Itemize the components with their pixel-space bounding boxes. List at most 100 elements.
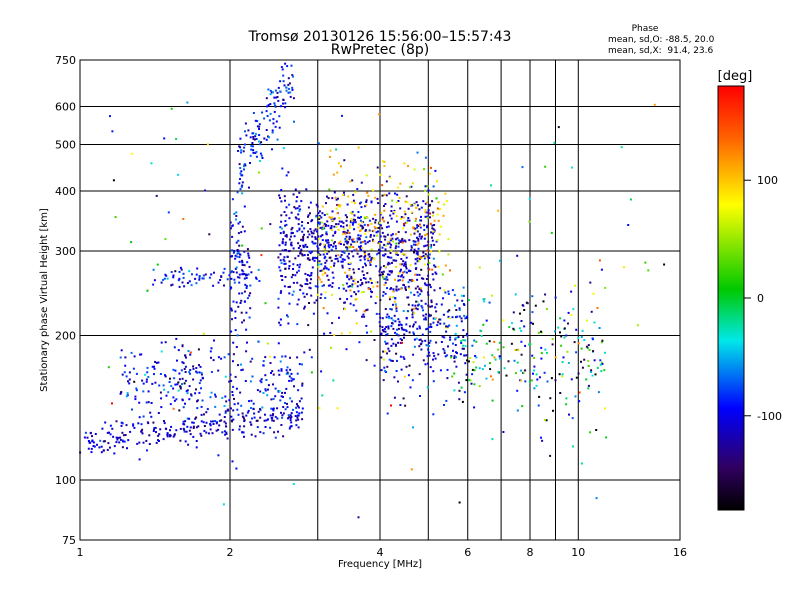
data-point — [541, 439, 544, 442]
data-point — [392, 240, 394, 243]
data-point — [520, 340, 523, 343]
data-point — [281, 249, 284, 252]
data-point — [526, 302, 529, 305]
y-tick-label: 100 — [55, 474, 76, 487]
data-point — [385, 277, 387, 280]
colorbar-tick-label: 0 — [757, 292, 764, 305]
data-point — [368, 255, 371, 258]
data-point — [269, 223, 272, 226]
data-point — [408, 287, 411, 290]
data-point — [227, 353, 230, 356]
data-point — [520, 379, 523, 382]
data-point — [282, 230, 285, 233]
data-point — [272, 409, 275, 412]
data-point — [394, 233, 397, 236]
data-point — [196, 371, 199, 374]
data-point — [371, 256, 374, 259]
data-point — [279, 324, 282, 327]
data-point — [333, 334, 336, 337]
data-point — [331, 197, 334, 200]
data-point — [303, 227, 306, 230]
x-tick-labels: 1 2 4 6 8 10 16 — [77, 546, 688, 559]
data-point — [352, 193, 355, 196]
data-point — [170, 284, 173, 287]
data-point — [343, 231, 346, 234]
data-point — [228, 380, 231, 383]
data-point — [290, 377, 293, 380]
data-point — [279, 232, 282, 235]
data-point — [434, 357, 437, 360]
data-point — [300, 200, 303, 203]
data-point — [163, 422, 166, 425]
data-point — [163, 137, 166, 140]
data-point — [337, 162, 340, 165]
data-point — [280, 189, 283, 191]
data-point — [287, 171, 290, 174]
data-point — [235, 241, 238, 244]
data-point — [195, 446, 198, 449]
data-point — [511, 322, 513, 325]
data-point — [237, 364, 239, 367]
data-point — [460, 317, 463, 320]
data-point — [243, 165, 245, 168]
data-point — [382, 270, 385, 273]
data-point — [324, 251, 327, 254]
data-point — [258, 280, 261, 282]
data-point — [369, 288, 372, 290]
data-point — [328, 188, 331, 191]
data-point — [248, 265, 251, 268]
data-point — [592, 350, 595, 353]
data-point — [502, 346, 505, 349]
data-point — [257, 268, 260, 271]
data-point — [550, 231, 553, 234]
data-point — [364, 253, 367, 255]
data-point — [567, 311, 570, 314]
data-point — [234, 310, 237, 313]
data-point — [279, 80, 282, 83]
data-point — [458, 315, 461, 318]
data-point — [230, 277, 233, 280]
data-point — [231, 428, 234, 431]
data-point — [494, 358, 497, 361]
data-point — [330, 225, 333, 227]
data-point — [395, 307, 398, 310]
data-point — [272, 118, 275, 121]
data-point — [179, 266, 182, 269]
data-point — [391, 261, 393, 264]
data-point — [366, 241, 369, 244]
data-point — [280, 220, 283, 223]
data-point — [385, 326, 388, 328]
data-point — [559, 331, 561, 334]
data-point — [469, 357, 472, 359]
data-point — [317, 253, 320, 256]
data-point — [251, 375, 254, 378]
data-point — [157, 361, 160, 364]
data-point — [322, 284, 325, 287]
data-point — [395, 289, 398, 292]
data-point — [378, 248, 380, 251]
data-point — [249, 307, 252, 310]
data-point — [543, 371, 546, 374]
data-point — [374, 196, 377, 199]
data-point — [296, 416, 299, 419]
data-point — [529, 343, 532, 346]
data-point — [238, 425, 241, 428]
data-point — [307, 206, 310, 209]
data-point — [185, 430, 188, 433]
data-point — [457, 336, 460, 339]
data-point — [403, 336, 405, 339]
data-point — [230, 227, 232, 230]
data-point — [439, 369, 442, 372]
data-point — [411, 313, 414, 316]
plot-frame — [79, 59, 681, 541]
data-point — [358, 237, 361, 240]
data-point — [410, 249, 413, 252]
data-point — [593, 321, 596, 324]
data-point — [466, 359, 468, 362]
data-point — [378, 222, 381, 224]
data-point — [278, 194, 281, 197]
data-point — [188, 270, 191, 273]
data-point — [418, 208, 421, 211]
data-point — [303, 233, 305, 236]
